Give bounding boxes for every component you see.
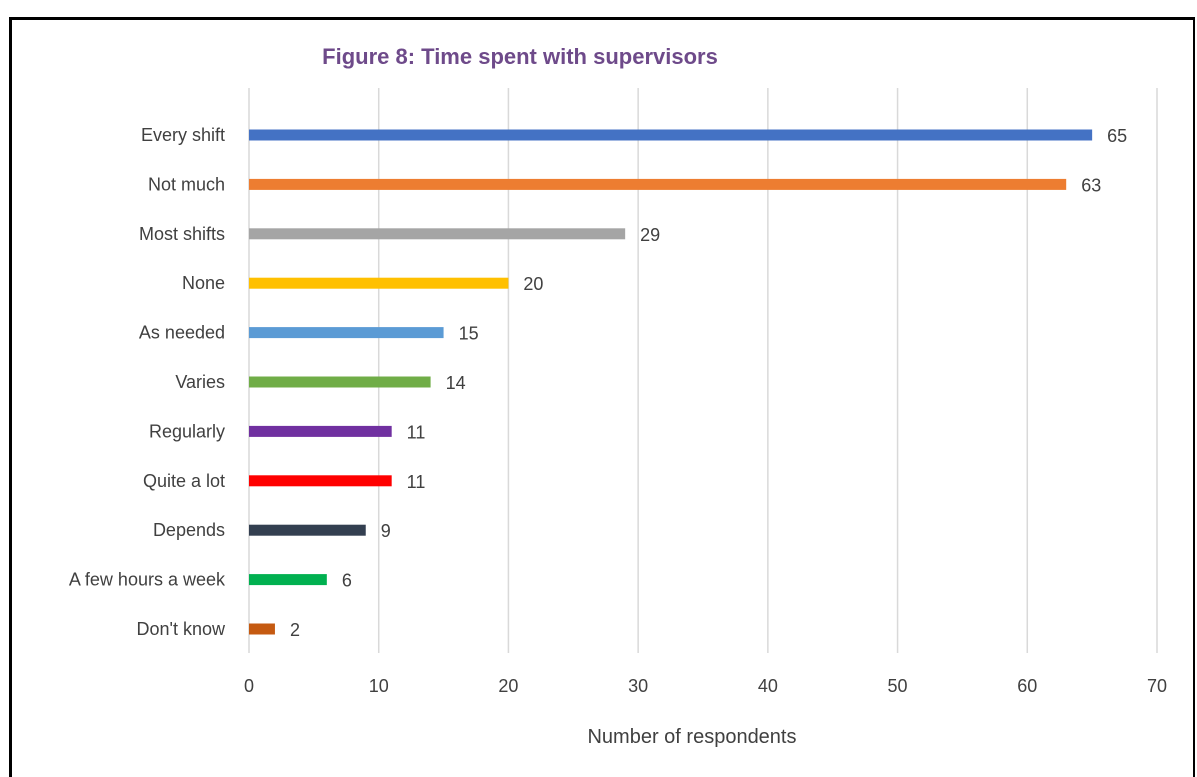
- bar: [249, 376, 431, 388]
- bar: [249, 277, 509, 289]
- bar: [249, 327, 444, 339]
- data-label: 15: [459, 324, 479, 344]
- data-label: 9: [381, 521, 391, 541]
- x-tick-label: 0: [244, 676, 254, 696]
- category-label: A few hours a week: [69, 570, 226, 590]
- category-label: Regularly: [149, 421, 225, 441]
- bar: [249, 129, 1093, 141]
- data-label: 20: [523, 274, 543, 294]
- x-tick-label: 20: [498, 676, 518, 696]
- category-label: Varies: [175, 372, 225, 392]
- bar: [249, 228, 626, 240]
- x-axis-title: Number of respondents: [587, 726, 796, 748]
- bar: [249, 574, 327, 586]
- chart-frame: [9, 17, 1195, 777]
- data-label: 2: [290, 620, 300, 640]
- data-label: 63: [1081, 175, 1101, 195]
- category-label: Quite a lot: [143, 471, 225, 491]
- data-label: 11: [407, 472, 426, 492]
- bar: [249, 475, 392, 487]
- data-label: 6: [342, 571, 352, 591]
- x-tick-label: 70: [1147, 676, 1167, 696]
- x-tick-label: 10: [369, 676, 389, 696]
- category-label: Don't know: [137, 619, 226, 639]
- data-label: 65: [1107, 126, 1127, 146]
- data-label: 14: [446, 373, 466, 393]
- data-label: 11: [407, 422, 426, 442]
- x-tick-label: 30: [628, 676, 648, 696]
- x-tick-label: 50: [888, 676, 908, 696]
- bar: [249, 524, 366, 536]
- category-label: Most shifts: [139, 224, 225, 244]
- bar: [249, 178, 1067, 190]
- category-label: Every shift: [141, 125, 225, 145]
- data-label: 29: [640, 225, 660, 245]
- bar: [249, 623, 275, 635]
- x-tick-label: 40: [758, 676, 778, 696]
- bar: [249, 425, 392, 437]
- chart-title: Figure 8: Time spent with supervisors: [322, 44, 718, 69]
- category-label: Not much: [148, 174, 225, 194]
- category-label: Depends: [153, 520, 225, 540]
- x-tick-label: 60: [1017, 676, 1037, 696]
- category-label: None: [182, 273, 225, 293]
- category-label: As needed: [139, 323, 225, 343]
